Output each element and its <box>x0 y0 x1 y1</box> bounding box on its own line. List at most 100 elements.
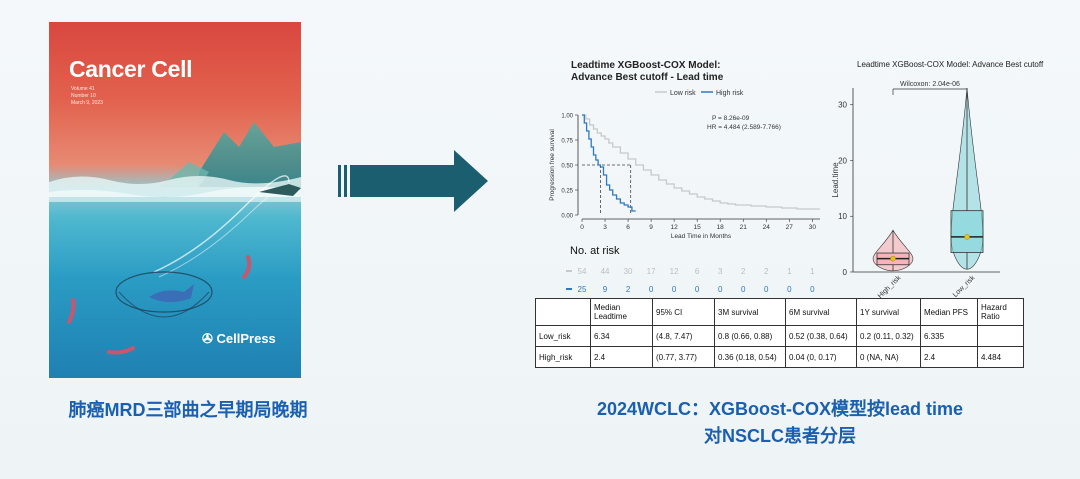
risk-count-low: 1 <box>787 267 792 276</box>
table-cell: High_risk <box>535 346 591 368</box>
table-header-cell <box>535 298 591 326</box>
table-cell: 6.34 <box>590 325 653 347</box>
left-caption: 肺癌MRD三部曲之早期局晚期 <box>68 400 308 420</box>
risk-count-low: 2 <box>741 267 746 276</box>
table-cell: 6.335 <box>920 325 978 347</box>
risk-count-high: 0 <box>672 285 677 294</box>
risk-count-high: 25 <box>578 285 587 294</box>
y-tick-label: 0.50 <box>561 164 573 170</box>
risk-count-high: 0 <box>741 285 746 294</box>
risk-count-low: 17 <box>647 267 656 276</box>
volume-info: Volume 41 Number 10 March 9, 2023 <box>71 86 103 107</box>
risk-count-high: 0 <box>764 285 769 294</box>
journal-title: Cancer Cell <box>69 56 193 82</box>
table-header-cell: 95% CI <box>652 298 715 326</box>
km-title-line1: Leadtime XGBoost-COX Model: <box>571 60 721 71</box>
x-tick-label: 30 <box>809 224 817 231</box>
x-tick-label: 21 <box>740 224 748 231</box>
table-cell: (4.8, 7.47) <box>652 325 715 347</box>
box-y-tick-label: 10 <box>838 212 847 221</box>
volume-line: Volume 41 <box>71 86 95 92</box>
table-cell: (0.77, 3.77) <box>652 346 715 368</box>
risk-count-low: 1 <box>810 267 815 276</box>
x-tick-label: 6 <box>626 224 630 231</box>
publisher-name: CellPress <box>216 331 276 346</box>
risk-table-title: No. at risk <box>570 245 620 257</box>
km-title-line2: Advance Best cutoff - Lead time <box>571 72 724 83</box>
box-x-tick-label: High_risk <box>877 274 903 300</box>
risk-count-high: 0 <box>787 285 792 294</box>
y-tick-label: 0.00 <box>561 214 573 220</box>
risk-count-low: 30 <box>624 267 633 276</box>
table-cell <box>977 325 1024 347</box>
table-cell: Low_risk <box>535 325 591 347</box>
table-header-cell: Median Leadtime <box>590 298 653 326</box>
table-header-cell: 3M survival <box>714 298 786 326</box>
risk-count-high: 9 <box>603 285 608 294</box>
hazard-ratio-text: HR = 4.484 (2.589-7.766) <box>707 124 781 131</box>
table-row: Low_risk 6.34 (4.8, 7.47) 0.8 (0.66, 0.8… <box>535 325 1024 347</box>
risk-count-high: 0 <box>810 285 815 294</box>
volume-line: March 9, 2023 <box>71 100 103 106</box>
x-tick-label: 24 <box>763 224 771 231</box>
table-cell: 0.04 (0, 0.17) <box>785 346 857 368</box>
risk-count-low: 3 <box>718 267 723 276</box>
box-y-tick-label: 20 <box>838 156 847 165</box>
risk-count-low: 12 <box>670 267 679 276</box>
risk-count-low: 6 <box>695 267 700 276</box>
box-y-axis-label: Lead.time <box>831 162 840 198</box>
box-plot-title: Leadtime XGBoost-COX Model: Advance Best… <box>857 60 1043 70</box>
risk-count-low: 54 <box>578 267 587 276</box>
publisher-logo: ✇ CellPress <box>202 331 276 347</box>
p-value-text: P = 8.26e-09 <box>712 115 750 122</box>
summary-table: Median Leadtime 95% CI 3M survival 6M su… <box>535 298 1024 368</box>
x-tick-label: 27 <box>786 224 794 231</box>
right-caption: 2024WCLC：XGBoost-COX模型按lead time 对NSCLC患… <box>520 396 1040 450</box>
survival-curve-high-risk <box>582 114 636 212</box>
table-cell: 2.4 <box>920 346 978 368</box>
legend-label: High risk <box>716 90 744 97</box>
table-header-cell: Median PFS <box>920 298 978 326</box>
table-cell: 0.36 (0.18, 0.54) <box>714 346 786 368</box>
table-header-cell: 6M survival <box>785 298 857 326</box>
risk-count-low: 44 <box>601 267 610 276</box>
right-arrow-icon <box>338 150 488 212</box>
cover-illustration <box>49 122 301 355</box>
table-header-cell: 1Y survival <box>856 298 921 326</box>
risk-count-low: 2 <box>764 267 769 276</box>
right-caption-line1: 2024WCLC：XGBoost-COX模型按lead time <box>596 399 964 419</box>
table-cell: 0.8 (0.66, 0.88) <box>714 325 786 347</box>
mean-point <box>890 255 896 262</box>
legend-label: Low risk <box>670 90 696 97</box>
x-tick-label: 0 <box>580 224 584 231</box>
right-caption-line2: 对NSCLC患者分层 <box>704 426 856 446</box>
x-tick-label: 12 <box>671 224 679 231</box>
x-tick-label: 3 <box>603 224 607 231</box>
journal-cover-image: Cancer Cell Volume 41 Number 10 March 9,… <box>49 22 301 378</box>
x-tick-label: 15 <box>694 224 702 231</box>
risk-count-high: 0 <box>695 285 700 294</box>
y-tick-label: 0.25 <box>561 189 573 195</box>
x-axis-label: Lead Time in Months <box>671 233 732 240</box>
risk-count-high: 0 <box>649 285 654 294</box>
y-axis-label: Progression free survival <box>549 129 556 201</box>
table-header-row: Median Leadtime 95% CI 3M survival 6M su… <box>535 298 1024 326</box>
table-header-cell: Hazard Ratio <box>977 298 1024 326</box>
publisher-icon: ✇ <box>202 331 217 346</box>
survival-curve-low-risk <box>582 114 820 210</box>
y-tick-label: 0.75 <box>561 139 573 145</box>
box-title-line1: Leadtime XGBoost-COX Model: Advance Best… <box>857 60 1044 69</box>
box-x-tick-label: Low_risk <box>952 274 977 299</box>
table-cell: 0.52 (0.38, 0.64) <box>785 325 857 347</box>
x-tick-label: 9 <box>649 224 653 231</box>
wilcoxon-label: Wilcoxon: 2.04e-06 <box>900 81 960 88</box>
table-cell: 2.4 <box>590 346 653 368</box>
risk-count-high: 2 <box>626 285 631 294</box>
box-Low_risk <box>950 210 984 253</box>
table-cell: 4.484 <box>977 346 1024 368</box>
x-tick-label: 18 <box>717 224 725 231</box>
mean-point <box>964 234 970 240</box>
table-cell: 0 (NA, NA) <box>856 346 921 368</box>
box-y-tick-label: 0 <box>843 268 848 277</box>
